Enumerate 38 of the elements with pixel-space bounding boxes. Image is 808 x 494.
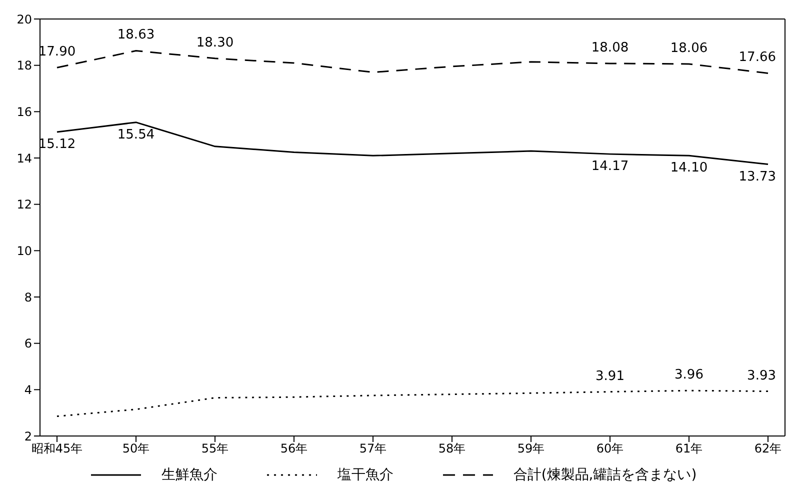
x-tick-label: 57年 xyxy=(359,442,387,456)
data-label: 15.54 xyxy=(117,127,155,142)
x-tick-label: 56年 xyxy=(280,442,308,456)
y-tick-label: 20 xyxy=(16,12,32,26)
y-tick-label: 14 xyxy=(16,151,32,166)
data-label: 17.66 xyxy=(738,50,776,66)
data-label: 3.96 xyxy=(674,368,704,383)
data-label: 18.08 xyxy=(591,40,629,56)
y-tick-label: 6 xyxy=(24,336,32,351)
y-tick-label: 16 xyxy=(16,104,32,119)
x-tick-label: 60年 xyxy=(596,442,624,456)
data-label: 18.30 xyxy=(196,35,234,50)
line-series xyxy=(56,390,769,418)
x-tick-label: 55年 xyxy=(201,442,229,456)
data-label: 3.93 xyxy=(747,368,776,384)
y-tick-label: 18 xyxy=(16,58,32,73)
data-label: 14.10 xyxy=(670,160,708,176)
x-tick-label: 62年 xyxy=(754,442,782,456)
x-tick-label: 50年 xyxy=(122,442,150,456)
y-tick-label: 2 xyxy=(24,429,32,444)
y-tick-label: 8 xyxy=(24,290,32,304)
y-tick-label: 12 xyxy=(16,198,32,212)
data-label: 17.90 xyxy=(38,44,76,60)
x-tick-label: 61年 xyxy=(675,442,703,456)
legend-label: 生鮮魚介 xyxy=(160,466,218,484)
data-label: 18.63 xyxy=(117,28,155,43)
data-label: 14.17 xyxy=(591,159,629,174)
x-tick-label: 59年 xyxy=(517,442,545,456)
data-label: 13.73 xyxy=(738,169,776,184)
y-tick-label: 4 xyxy=(24,382,32,397)
legend-label: 塩干魚介 xyxy=(336,466,394,484)
x-tick-label: 昭和45年 xyxy=(31,442,83,456)
data-label: 18.06 xyxy=(670,40,708,56)
data-label: 3.91 xyxy=(596,368,624,384)
legend-label: 合計(煉製品,罐詰を含まない) xyxy=(512,466,697,484)
y-tick-label: 10 xyxy=(16,244,32,258)
data-label: 15.12 xyxy=(38,137,76,152)
x-tick-label: 58年 xyxy=(438,442,466,456)
